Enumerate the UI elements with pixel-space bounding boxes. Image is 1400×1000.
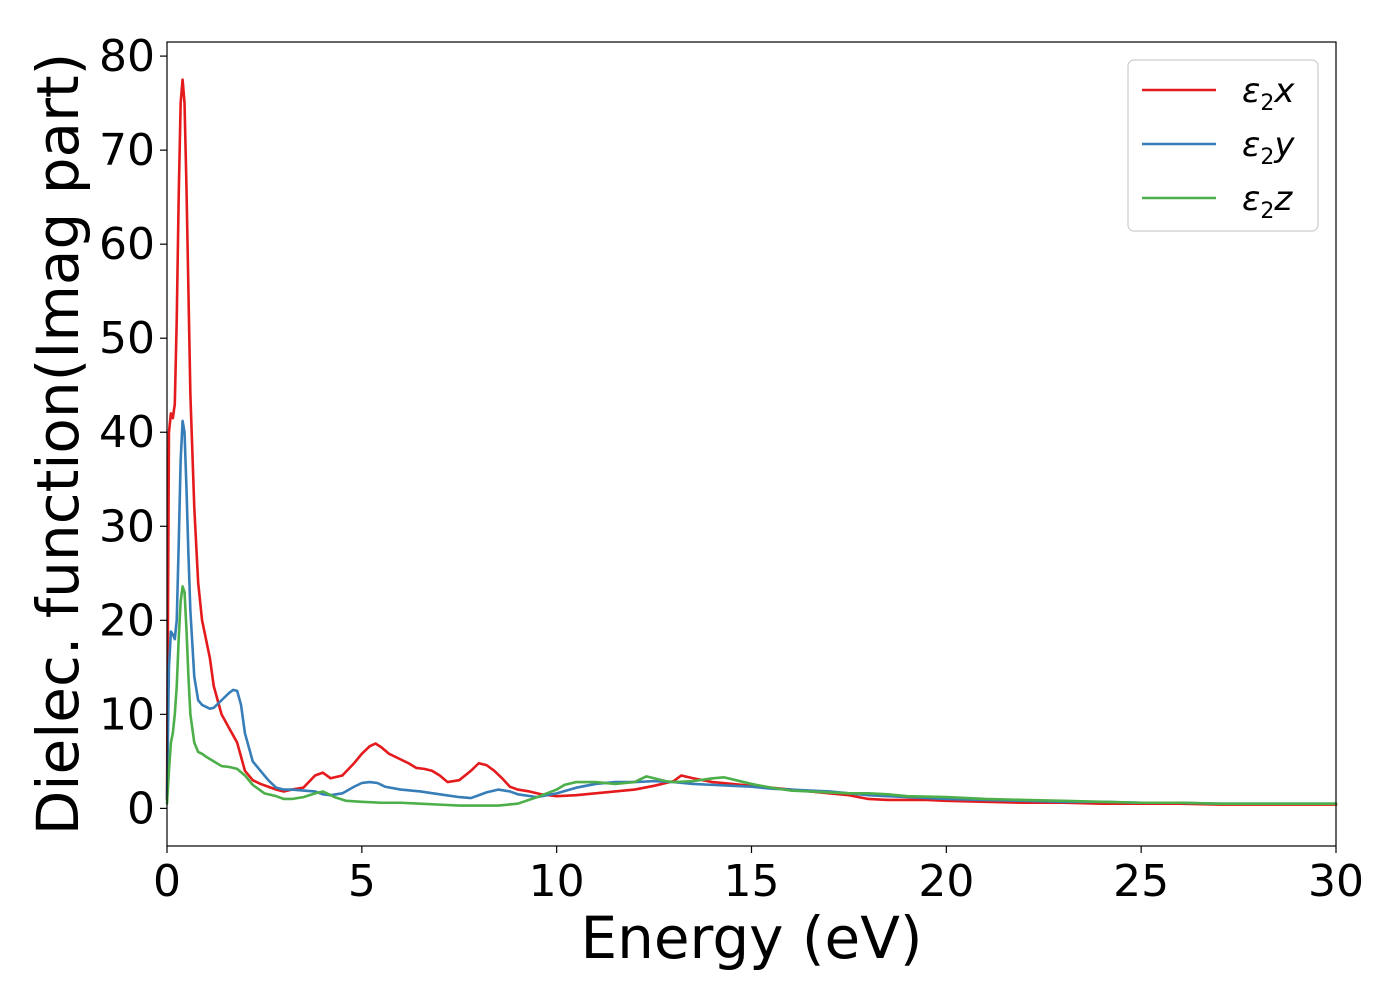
legend: ε2x ε2y ε2z [1127, 59, 1319, 232]
x-axis-label: Energy (eV) [580, 904, 922, 972]
legend-label-y: ε2y [1242, 125, 1295, 170]
y-tick-label: 70 [99, 125, 155, 176]
y-tick-label: 40 [99, 407, 155, 458]
x-tick-label: 15 [724, 856, 780, 907]
legend-box [1127, 59, 1319, 232]
y-tick-label: 10 [99, 689, 155, 740]
x-tick-label: 10 [529, 856, 585, 907]
x-tick-label: 5 [348, 856, 376, 907]
series-line-z [165, 585, 1338, 807]
x-axis-ticks: 0 5 10 15 20 25 30 [153, 846, 1364, 907]
y-tick-label: 20 [99, 595, 155, 646]
series-line-x [165, 78, 1338, 806]
x-tick-label: 0 [153, 856, 181, 907]
y-tick-label: 0 [127, 783, 155, 834]
x-tick-label: 25 [1113, 856, 1169, 907]
series-layer [165, 78, 1338, 807]
y-tick-label: 30 [99, 501, 155, 552]
x-tick-label: 30 [1308, 856, 1364, 907]
x-tick-label: 20 [918, 856, 974, 907]
legend-label-z: ε2z [1242, 179, 1293, 224]
y-axis-label: Dielec. function(Imag part) [24, 53, 92, 836]
y-axis-ticks: 0 10 20 30 40 50 60 70 80 [99, 31, 167, 834]
legend-label-x: ε2x [1242, 71, 1295, 116]
y-tick-label: 60 [99, 219, 155, 270]
y-tick-label: 80 [99, 31, 155, 82]
y-tick-label: 50 [99, 313, 155, 364]
